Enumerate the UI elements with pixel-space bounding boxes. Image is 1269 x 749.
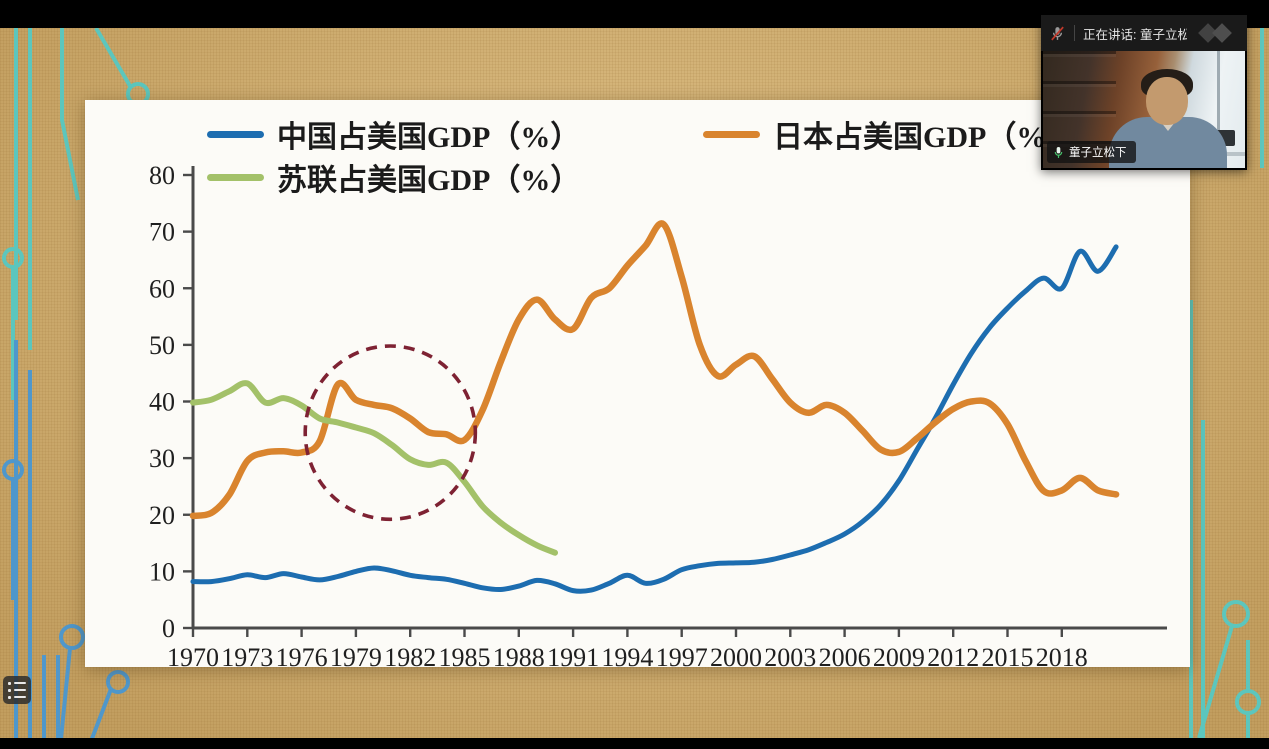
svg-text:50: 50: [149, 331, 175, 360]
shared-slide: 0 10 20 30 40 50 60 70 80 1970 1973 1976 1979 1982 198…: [85, 100, 1190, 667]
japan-line-swatch: [703, 130, 760, 138]
svg-text:60: 60: [149, 274, 175, 303]
svg-text:1976: 1976: [276, 643, 328, 667]
microphone-icon: [1054, 146, 1063, 158]
svg-text:1970: 1970: [167, 643, 219, 667]
bottom-letterbox-bar: [0, 738, 1269, 749]
svg-text:1991: 1991: [547, 643, 599, 667]
speaker-status-bar: 正在讲话: 童子立松下;: [1041, 15, 1247, 51]
svg-text:70: 70: [149, 218, 175, 247]
china-line-swatch: [207, 130, 264, 138]
svg-text:1973: 1973: [221, 643, 273, 667]
svg-text:10: 10: [149, 557, 175, 586]
svg-text:1988: 1988: [493, 643, 545, 667]
svg-text:1982: 1982: [384, 643, 436, 667]
svg-text:80: 80: [149, 161, 175, 190]
svg-text:2003: 2003: [764, 643, 816, 667]
participant-video[interactable]: 童子立松下: [1043, 51, 1245, 168]
svg-text:1994: 1994: [601, 643, 653, 667]
svg-text:2012: 2012: [927, 643, 979, 667]
svg-text:1997: 1997: [656, 643, 708, 667]
svg-text:2018: 2018: [1036, 643, 1088, 667]
svg-text:40: 40: [149, 388, 175, 417]
participant-name: 童子立松下: [1069, 147, 1127, 159]
svg-text:1985: 1985: [439, 643, 491, 667]
microphone-muted-icon: [1051, 26, 1064, 40]
legend-label-soviet: 苏联占美国GDP（%）: [277, 164, 581, 197]
svg-text:20: 20: [149, 501, 175, 530]
participant-face: [1146, 77, 1188, 125]
legend-label-china: 中国占美国GDP（%）: [277, 121, 581, 154]
divider: [1074, 25, 1075, 41]
svg-text:2009: 2009: [873, 643, 925, 667]
svg-text:30: 30: [149, 444, 175, 473]
legend-label-japan: 日本占美国GDP（%）: [773, 121, 1077, 154]
svg-text:2000: 2000: [710, 643, 762, 667]
window-frame: [1216, 51, 1220, 168]
svg-text:2006: 2006: [819, 643, 871, 667]
svg-text:0: 0: [162, 614, 175, 643]
participant-name-badge: 童子立松下: [1047, 141, 1136, 163]
diamond-logo-icon: [1195, 23, 1239, 43]
svg-text:2015: 2015: [982, 643, 1034, 667]
list-icon: [8, 681, 26, 685]
legend-item-china: 中国占美国GDP（%）: [207, 112, 580, 156]
soviet-line-swatch: [207, 173, 264, 181]
legend-item-soviet: 苏联占美国GDP（%）: [207, 155, 580, 199]
svg-text:1979: 1979: [330, 643, 382, 667]
speaking-status-text: 正在讲话: 童子立松下;: [1083, 27, 1187, 42]
list-menu-button[interactable]: [3, 676, 31, 704]
meeting-video-overlay[interactable]: 正在讲话: 童子立松下; 童子立松下: [1041, 15, 1247, 170]
legend-item-japan: 日本占美国GDP（%）: [703, 112, 1076, 156]
